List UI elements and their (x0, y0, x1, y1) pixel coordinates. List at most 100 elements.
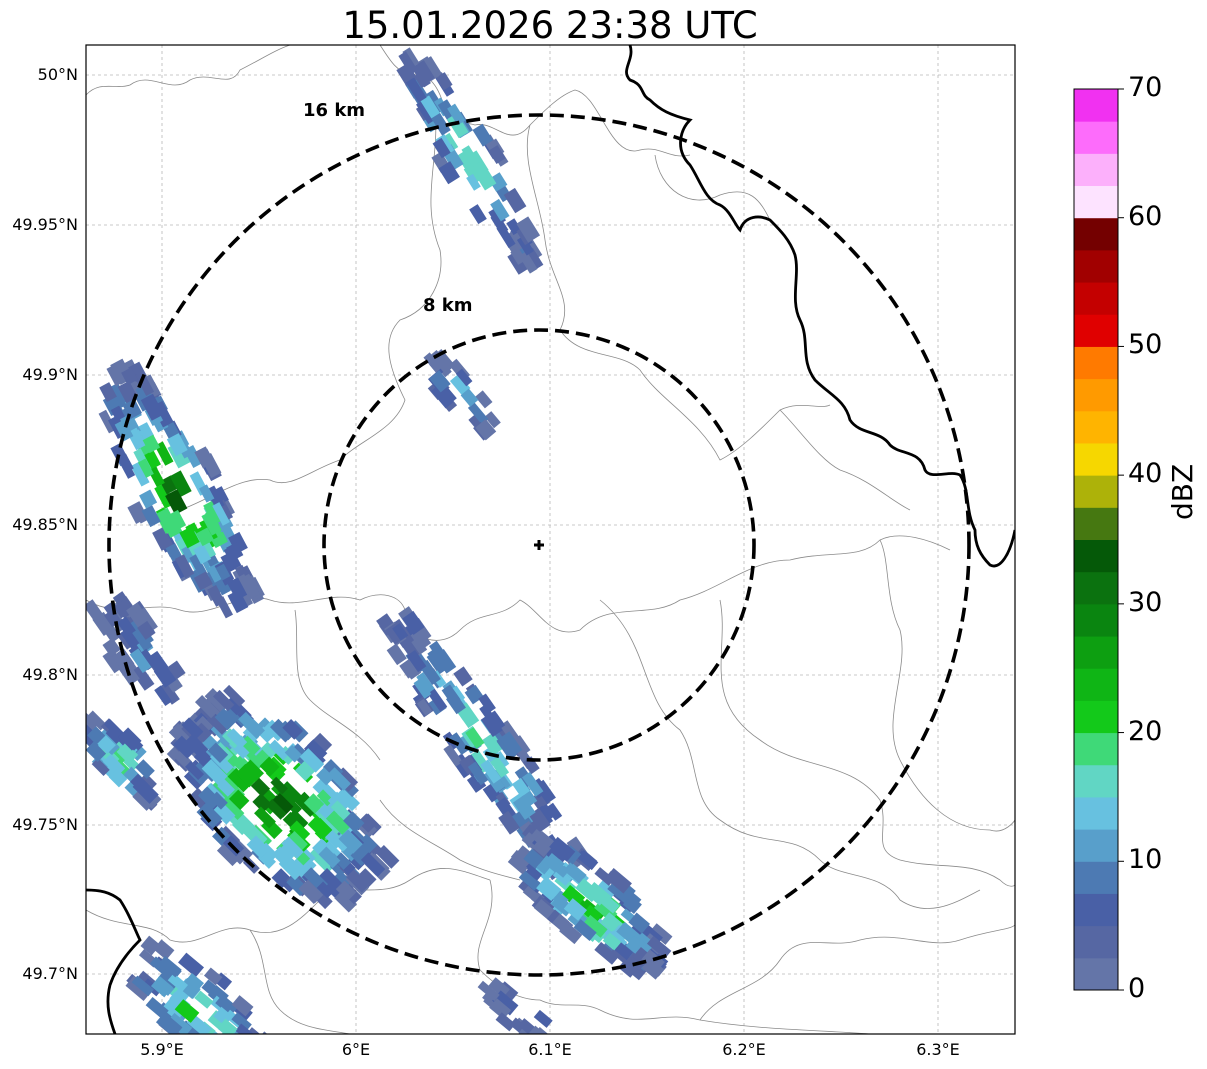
echo-cell (215, 1049, 235, 1069)
x-tick-label: 6°E (341, 1040, 371, 1059)
echo-cell (268, 739, 290, 761)
echo-cell (179, 526, 200, 549)
echo-cell (398, 51, 418, 75)
echo-cell (213, 486, 229, 505)
echo-cell (145, 997, 169, 1019)
echo-cell (510, 247, 527, 265)
echo-cell (499, 720, 520, 743)
y-tick-label: 50°N (37, 65, 78, 84)
echo-cell (492, 990, 519, 1016)
echo-cell (586, 881, 612, 906)
echo-cell (503, 187, 527, 214)
echo-cell (289, 820, 311, 842)
colorbar-segment (1074, 378, 1118, 412)
echo-cell (152, 526, 174, 551)
echo-cell (184, 733, 209, 758)
y-tick-label: 49.9°N (22, 365, 78, 384)
echo-cell (507, 855, 528, 875)
echo-cell (167, 660, 186, 680)
echo-cell (649, 923, 673, 945)
echo-cell (294, 761, 315, 781)
echo-cell (443, 744, 463, 767)
colorbar-segment (1074, 217, 1118, 251)
echo-cell (238, 711, 260, 733)
echo-cell (511, 777, 530, 798)
echo-cell (183, 768, 205, 790)
echo-cell (227, 767, 253, 793)
colorbar-tick-label: 40 (1128, 458, 1163, 490)
echo-cell (311, 817, 333, 839)
echo-cell (165, 543, 183, 562)
echo-cell (402, 610, 425, 635)
echo-cell (140, 393, 164, 421)
echo-cell (518, 1018, 536, 1034)
echo-cell (215, 596, 234, 619)
echo-cell (142, 978, 162, 997)
echo-cell (498, 810, 520, 835)
colorbar-tick-label: 10 (1128, 844, 1163, 876)
echo-cell (120, 413, 138, 433)
echo-cell (402, 47, 420, 68)
echo-cell (142, 434, 161, 454)
echo-cell (583, 904, 603, 924)
echo-cell (477, 980, 500, 1002)
echo-cell (161, 997, 186, 1021)
echo-cell (135, 370, 155, 396)
colorbar-segment (1074, 957, 1118, 991)
echo-cell (392, 623, 409, 641)
x-tick-label: 5.9°E (140, 1040, 184, 1059)
ring-label-16km: 16 km (303, 100, 366, 121)
echo-cell (235, 763, 260, 788)
echo-cell (461, 145, 480, 167)
echo-cell (201, 759, 228, 786)
echo-cell (312, 778, 337, 802)
echo-cell (281, 836, 304, 859)
echo-cell (217, 779, 235, 797)
echo-cell (194, 990, 214, 1009)
echo-cell (212, 801, 236, 825)
echo-cell (203, 967, 223, 986)
echo-cell (562, 884, 586, 908)
echo-cell (201, 510, 222, 536)
echo-cell (559, 921, 583, 945)
echo-cell (602, 913, 621, 931)
echo-cell (141, 505, 161, 528)
echo-cell (463, 162, 485, 185)
echo-cell (456, 150, 475, 170)
colorbar-segment (1074, 861, 1118, 894)
map-gridlines (86, 45, 1015, 1034)
echo-cell (139, 489, 158, 509)
echo-cell (466, 772, 487, 793)
echo-cell (206, 713, 229, 735)
colorbar-tick-label: 20 (1128, 715, 1163, 747)
echo-cell (423, 352, 443, 373)
echo-cell (489, 998, 512, 1020)
echo-cell (223, 546, 242, 570)
y-tick-label: 49.95°N (12, 215, 78, 234)
echo-cell (427, 647, 446, 667)
colorbar-tick-label: 70 (1128, 72, 1163, 103)
echo-cell (516, 235, 534, 256)
echo-cell (196, 802, 223, 829)
echo-cell (335, 787, 361, 812)
echo-cell (97, 735, 116, 754)
y-tick-label: 49.75°N (12, 815, 78, 834)
echo-cell (117, 616, 136, 637)
echo-cell (218, 1040, 241, 1061)
echo-cell (201, 979, 222, 999)
echo-cell (499, 731, 523, 757)
echo-cell (475, 418, 497, 441)
echo-cell (131, 664, 155, 691)
colorbar-segment (1074, 121, 1118, 154)
echo-cell (356, 833, 378, 855)
echo-cell (215, 994, 238, 1017)
colorbar-segment (1074, 732, 1118, 766)
echo-cell (116, 742, 139, 765)
echo-cell (86, 712, 99, 734)
echo-cell (438, 161, 460, 185)
echo-cell (200, 1036, 218, 1053)
echo-cell (446, 113, 469, 139)
echo-cell (136, 422, 155, 442)
echo-cell (412, 630, 432, 651)
echo-cell (327, 767, 351, 791)
